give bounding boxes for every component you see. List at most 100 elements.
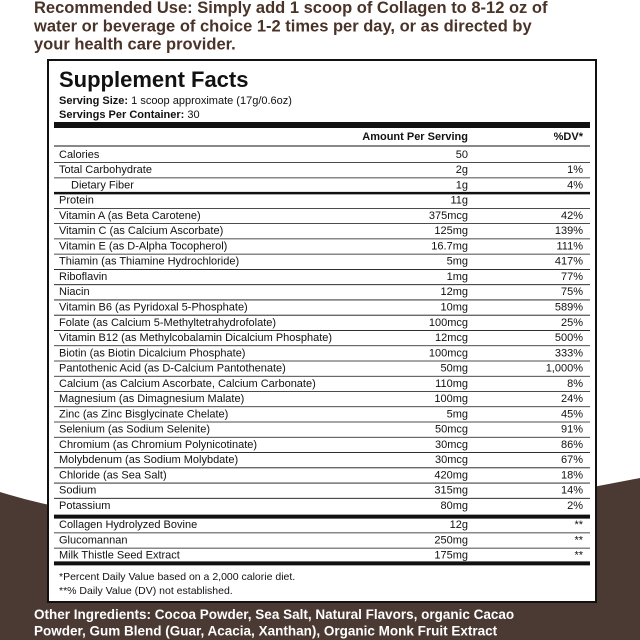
nutrient-dv: 14%	[561, 485, 583, 497]
nutrient-name: Calories	[59, 149, 100, 161]
nutrient-amount: 1g	[456, 179, 468, 191]
nutrient-amount: 10mg	[440, 302, 468, 314]
recommended-line: Simply add 1 scoop of Collagen to 8-12 o…	[197, 0, 548, 17]
nutrient-amount: 125mg	[434, 225, 468, 237]
nutrient-dv: 25%	[561, 317, 583, 329]
nutrient-amount: 110mg	[435, 378, 468, 390]
nutrient-name: Selenium (as Sodium Selenite)	[59, 424, 210, 436]
nutrient-name: Protein	[59, 195, 94, 207]
nutrient-dv: 2%	[567, 500, 583, 512]
nutrient-dv: **	[574, 534, 583, 546]
nutrient-dv: 18%	[561, 469, 583, 481]
nutrient-amount: 12mcg	[435, 332, 468, 344]
recommended-label: Recommended Use: Simply add 1 scoop of C…	[34, 0, 548, 17]
nutrient-dv: **	[574, 519, 583, 531]
nutrient-amount: 12g	[450, 519, 468, 531]
nutrient-name: Thiamin (as Thiamine Hydrochloride)	[59, 256, 239, 268]
nutrient-dv: 1,000%	[546, 363, 584, 375]
nutrient-name: Potassium	[59, 500, 110, 512]
other-ingredients: Other Ingredients: Cocoa Powder, Sea Sal…	[34, 607, 514, 622]
nutrient-name: Glucomannan	[59, 534, 128, 546]
serving-size-label: Serving Size:	[59, 95, 128, 107]
nutrient-dv: 111%	[556, 240, 583, 252]
servings-label: Servings Per Container:	[59, 109, 184, 121]
facts-rows: Calories 50 Total Carbohydrate 2g 1% Dietary …	[54, 149, 590, 597]
nutrient-dv: 75%	[561, 286, 583, 298]
recommended-use-label: Recommended Use:	[34, 0, 193, 17]
nutrient-dv: 24%	[561, 393, 583, 405]
serving-size: Serving Size: 1 scoop approximate (17g/0…	[59, 95, 292, 107]
nutrient-dv: 333%	[555, 347, 583, 359]
nutrient-dv: 86%	[561, 439, 583, 451]
nutrient-name: Niacin	[59, 286, 90, 298]
nutrient-amount: 30mcg	[435, 439, 468, 451]
nutrient-name: Vitamin A (as Beta Carotene)	[59, 210, 201, 222]
nutrient-name: Pantothenic Acid (as D-Calcium Pantothen…	[59, 363, 286, 375]
nutrient-name: Chloride (as Sea Salt)	[59, 469, 167, 481]
nutrient-dv: 77%	[561, 271, 583, 283]
nutrient-amount: 315mg	[434, 485, 468, 497]
nutrient-dv: 4%	[567, 179, 583, 191]
nutrient-dv: 67%	[561, 454, 583, 466]
nutrient-dv: 500%	[555, 332, 583, 344]
other-ingredients-label: Other Ingredients:	[34, 607, 151, 622]
nutrient-amount: 11g	[450, 195, 468, 207]
recommended-line: water or beverage of choice 1-2 times pe…	[33, 17, 532, 35]
nutrient-dv: 1%	[567, 164, 583, 176]
nutrient-name: Riboflavin	[59, 271, 107, 283]
recommended-line: your health care provider.	[34, 35, 236, 53]
nutrient-amount: 12mg	[440, 286, 468, 298]
servings: Servings Per Container: 30	[59, 109, 200, 121]
nutrient-dv: 45%	[561, 408, 583, 420]
nutrient-name: Vitamin C (as Calcium Ascorbate)	[59, 225, 223, 237]
other-ingredients-line: Powder, Gum Blend (Guar, Acacia, Xanthan…	[34, 624, 498, 639]
nutrient-name: Folate (as Calcium 5-Methyltetrahydrofol…	[59, 317, 276, 329]
servings-value: 30	[187, 109, 199, 121]
nutrient-name: Sodium	[59, 485, 96, 497]
nutrient-name: Calcium (as Calcium Ascorbate, Calcium C…	[59, 378, 316, 390]
nutrient-amount: 5mg	[447, 408, 468, 420]
amount-header: Amount Per Serving	[362, 131, 468, 143]
nutrient-amount: 175mg	[434, 550, 468, 562]
nutrient-amount: 5mg	[447, 256, 468, 268]
nutrient-amount: 50mcg	[435, 424, 468, 436]
nutrient-name: Chromium (as Chromium Polynicotinate)	[59, 439, 257, 451]
facts-box	[47, 59, 597, 603]
nutrient-amount: 30mcg	[435, 454, 468, 466]
facts-title: Supplement Facts	[59, 67, 248, 92]
nutrient-dv: 42%	[561, 210, 583, 222]
nutrient-name: Dietary Fiber	[71, 179, 134, 191]
nutrient-dv: **	[574, 550, 583, 562]
other-ingredients-line: Cocoa Powder, Sea Salt, Natural Flavors,…	[155, 607, 514, 622]
dv-header: %DV*	[554, 131, 584, 143]
nutrient-name: Vitamin B6 (as Pyridoxal 5-Phosphate)	[59, 302, 248, 314]
nutrient-amount: 80mg	[440, 500, 468, 512]
nutrient-amount: 100mcg	[429, 347, 468, 359]
nutrient-amount: 16.7mg	[431, 240, 468, 252]
nutrient-amount: 100mcg	[429, 317, 468, 329]
nutrient-dv: 8%	[567, 378, 583, 390]
thick-rule	[54, 122, 590, 128]
footnote: **% Daily Value (DV) not established.	[59, 585, 233, 597]
nutrient-name: Milk Thistle Seed Extract	[59, 550, 180, 562]
serving-size-value: 1 scoop approximate (17g/0.6oz)	[131, 95, 292, 107]
nutrient-name: Vitamin B12 (as Methylcobalamin Dicalciu…	[59, 332, 332, 344]
nutrient-name: Biotin (as Biotin Dicalcium Phosphate)	[59, 347, 245, 359]
nutrient-amount: 50	[456, 149, 468, 161]
nutrient-amount: 100mg	[434, 393, 468, 405]
nutrient-dv: 417%	[555, 256, 583, 268]
nutrient-amount: 2g	[456, 164, 468, 176]
nutrient-amount: 375mcg	[429, 210, 468, 222]
nutrient-amount: 50mg	[440, 363, 468, 375]
nutrient-name: Total Carbohydrate	[59, 164, 152, 176]
nutrient-amount: 420mg	[434, 469, 468, 481]
nutrient-name: Molybdenum (as Sodium Molybdate)	[59, 454, 238, 466]
nutrient-name: Magnesium (as Dimagnesium Malate)	[59, 393, 244, 405]
nutrient-dv: 589%	[555, 302, 583, 314]
footnote: *Percent Daily Value based on a 2,000 ca…	[59, 571, 295, 583]
nutrient-name: Vitamin E (as D-Alpha Tocopherol)	[59, 240, 227, 252]
nutrient-name: Zinc (as Zinc Bisglycinate Chelate)	[59, 408, 228, 420]
nutrient-name: Collagen Hydrolyzed Bovine	[59, 519, 197, 531]
nutrient-dv: 91%	[561, 424, 583, 436]
